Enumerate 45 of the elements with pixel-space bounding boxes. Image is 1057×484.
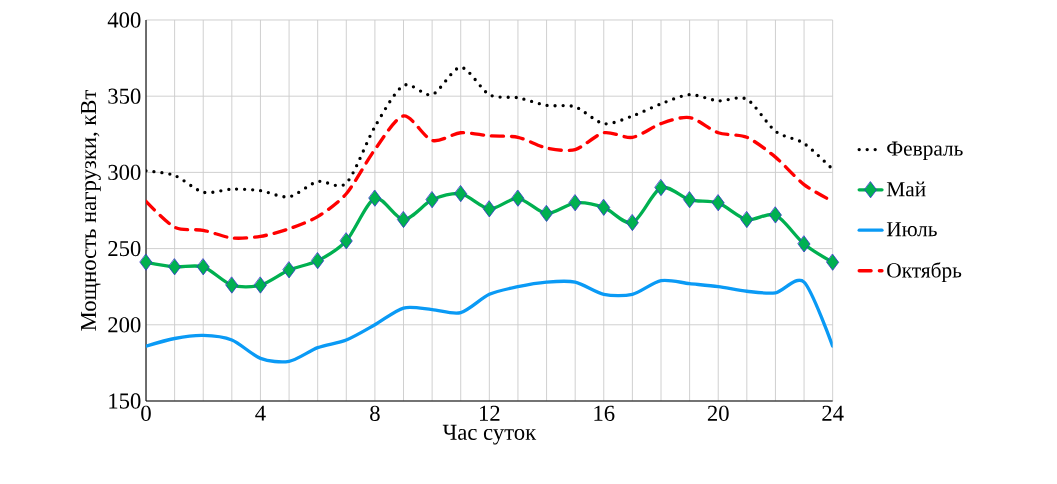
legend-label: Февраль [887,141,963,161]
point [139,253,153,271]
point [654,179,668,197]
x-tick-label: 16 [594,405,615,421]
point [225,276,239,294]
point [597,199,611,216]
point [168,258,182,276]
point [540,205,553,222]
x-tick-label: 24 [822,405,844,421]
point [568,194,582,212]
y-tick-label: 200 [108,317,141,333]
y-tick-label: 150 [109,393,141,409]
point [482,200,496,218]
point [711,194,725,212]
point [339,232,353,250]
x-tick-label: 20 [707,405,729,421]
point [282,261,296,279]
x-tick-label: 0 [141,405,151,421]
y-tick-label: 250 [108,240,141,257]
legend-label: Октябрь [887,262,962,282]
point [769,206,782,224]
x-tick-label: 12 [479,405,500,421]
legend-label: Май [886,181,926,197]
y-tick-label: 300 [108,164,141,181]
point [797,235,811,253]
y-axis-title: Мощность нагрузки, кВт [81,90,101,331]
point [826,253,840,271]
point [254,276,267,294]
line-series [146,278,833,364]
x-tick-label: 4 [255,405,266,421]
point [740,211,754,229]
y-tick-label: 400 [107,12,141,28]
point [368,189,382,207]
point [454,185,468,203]
point [425,191,439,209]
point [311,252,325,270]
y-tick-label: 350 [108,88,141,104]
x-tick-label: 8 [370,405,380,421]
x-axis-title: Час суток [442,424,537,445]
point [397,211,410,229]
point [625,214,639,232]
point [196,258,210,276]
legend-label: Июль [886,222,937,237]
point [511,189,525,207]
point [683,191,697,209]
